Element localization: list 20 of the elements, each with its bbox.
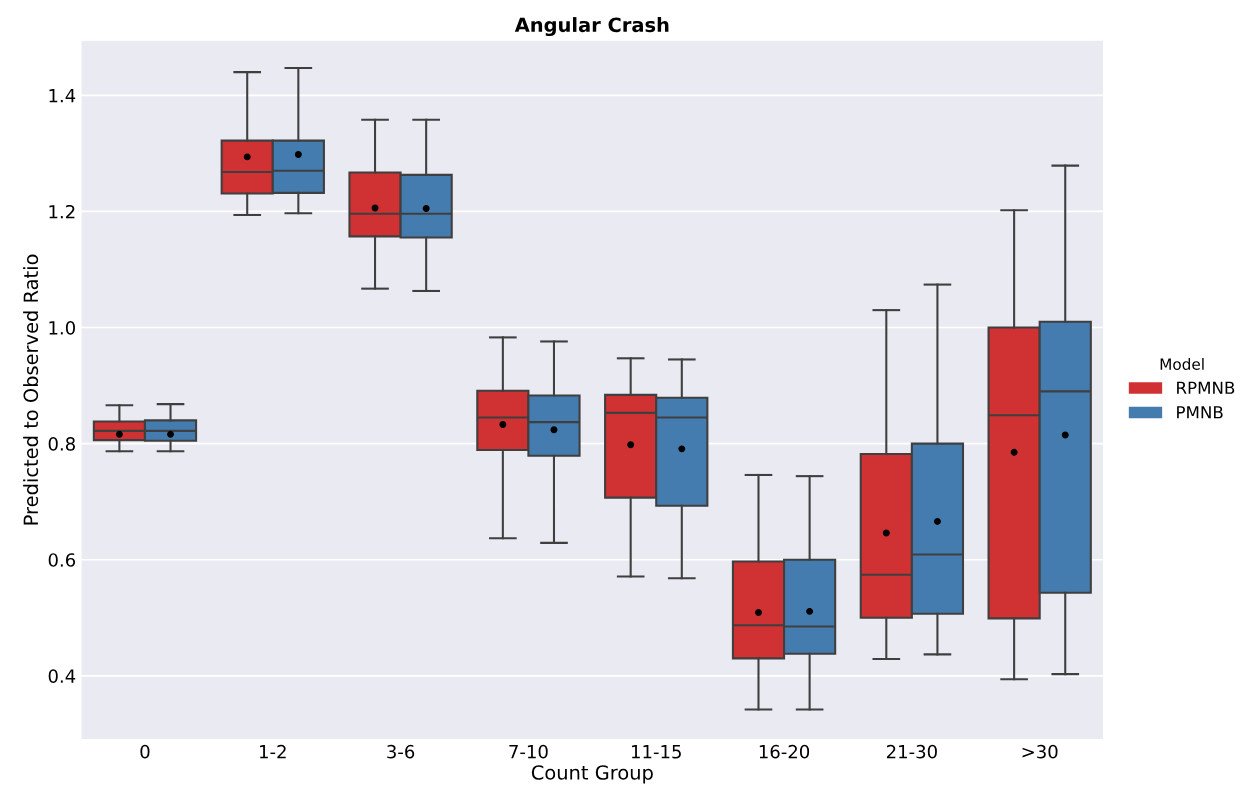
y-tick-label: 0.6 [48,553,76,567]
y-tick-label: 0.4 [48,669,76,683]
x-tick-label: 0 [140,744,150,759]
x-axis-title: Count Group [531,765,653,784]
x-tick-label: 11-15 [631,745,681,759]
y-tick-label: 1.2 [49,204,75,219]
x-tick-label: 7-10 [509,744,548,759]
y-tick-label: 0.8 [48,437,75,451]
legend-label: RPMNB [1177,381,1235,394]
y-tick-label: 1.0 [49,321,75,335]
legend-title: Model [1160,358,1204,370]
x-tick-label: >30 [1022,744,1058,759]
x-tick-label: 16-20 [759,744,810,759]
legend-label: PMNB [1177,406,1223,419]
y-tick-label: 1.4 [49,89,76,103]
y-axis-title: Predicted to Observed Ratio [23,254,39,525]
x-tick-label: 1-2 [260,744,286,759]
x-tick-label: 3-6 [387,744,415,759]
x-tick-label: 21-30 [886,744,937,759]
chart-title: Angular Crash [514,17,669,37]
